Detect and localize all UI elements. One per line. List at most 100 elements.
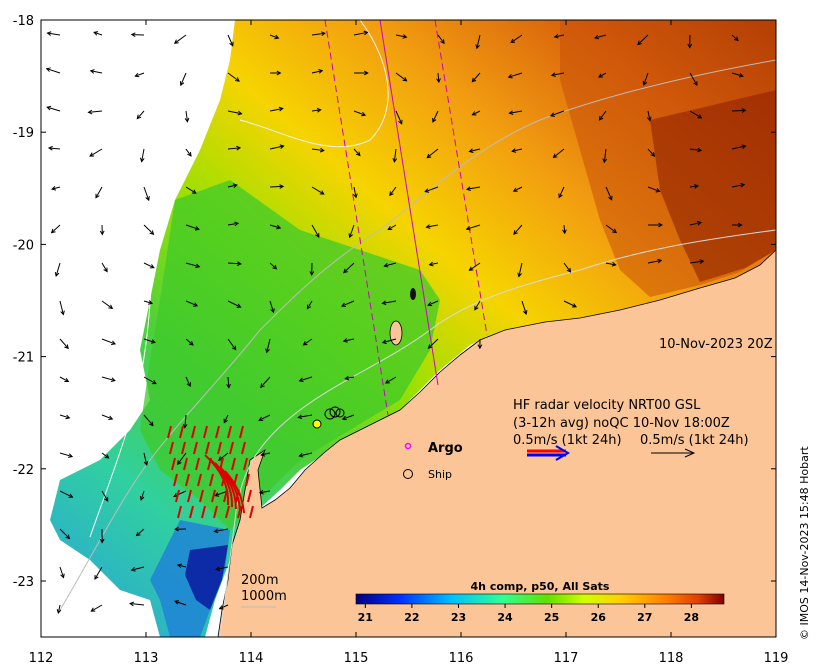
- contour-200m: [219, 229, 776, 637]
- current-arrow: [93, 31, 103, 36]
- current-arrow: [298, 414, 313, 418]
- lat-tick-label: -21: [13, 351, 34, 366]
- current-arrow: [353, 31, 368, 36]
- current-arrow: [223, 414, 229, 423]
- current-arrow-head: [265, 348, 270, 354]
- ship-marker: [324, 408, 336, 420]
- scale-label-right: 0.5m/s (1kt 24h): [640, 433, 749, 448]
- scale-arrow-red-blue: [527, 445, 570, 461]
- radar-vector: [187, 489, 192, 503]
- hf-radar-vectors: [167, 425, 254, 519]
- current-arrow-head: [468, 266, 474, 271]
- current-arrow-head: [474, 305, 479, 311]
- radar-vector: [239, 425, 244, 439]
- current-arrow-head: [110, 377, 116, 382]
- lon-tick-label: 112: [29, 651, 54, 666]
- current-arrow: [647, 186, 660, 192]
- radar-vector: [171, 457, 176, 471]
- current-arrow: [385, 376, 397, 384]
- current-arrow: [689, 260, 704, 264]
- radar-arc: [224, 470, 245, 514]
- current-arrow: [395, 72, 407, 82]
- colorbar-tick-label: 27: [637, 611, 652, 624]
- current-arrow: [227, 338, 237, 350]
- current-arrow-head: [272, 264, 278, 270]
- current-arrow: [174, 600, 187, 606]
- lat-tick-label: -22: [13, 463, 34, 478]
- current-arrow-head: [646, 116, 652, 122]
- current-arrow: [382, 300, 397, 304]
- current-arrow: [395, 34, 407, 38]
- current-arrow: [550, 110, 565, 117]
- radar-arc: [204, 454, 230, 506]
- swath-line-3: [434, 20, 488, 336]
- current-arrow-head: [475, 44, 480, 50]
- current-arrow-head: [562, 229, 567, 235]
- current-arrow-head: [89, 152, 95, 157]
- current-arrow: [647, 148, 655, 157]
- current-arrow-head: [89, 69, 95, 74]
- radar-vector: [215, 425, 220, 439]
- colorbar-gradient: [355, 593, 725, 605]
- current-arrow-head: [108, 415, 114, 420]
- current-arrow-head: [279, 144, 285, 150]
- current-arrow: [466, 224, 481, 230]
- current-arrow-head: [236, 303, 242, 308]
- current-arrow-head: [510, 38, 516, 44]
- current-arrow-head: [151, 379, 157, 385]
- current-arrow: [101, 376, 115, 382]
- lon-tick-label: 119: [764, 651, 789, 666]
- current-arrow-head: [513, 230, 518, 235]
- current-arrow: [143, 452, 148, 466]
- current-arrow: [393, 148, 397, 162]
- current-arrow: [389, 186, 397, 196]
- current-arrow: [311, 186, 325, 195]
- current-arrow: [59, 490, 73, 498]
- latitude-axis: -18 -19 -20 -21 -22 -23: [13, 14, 776, 590]
- current-arrow-head: [237, 110, 243, 116]
- current-arrow: [384, 262, 397, 267]
- colorbar-title: 4h comp, p50, All Sats: [471, 580, 610, 593]
- current-arrow-head: [134, 72, 140, 78]
- radar-vector: [175, 489, 180, 503]
- current-arrow: [518, 262, 523, 277]
- current-arrow: [47, 32, 61, 36]
- current-arrow-head: [699, 259, 705, 264]
- current-arrow: [598, 72, 607, 78]
- current-arrow: [603, 148, 607, 163]
- current-arrow: [101, 338, 116, 345]
- current-arrow-head: [130, 567, 136, 572]
- current-arrow: [472, 110, 481, 116]
- current-arrow: [427, 300, 439, 306]
- radar-vector: [249, 505, 254, 519]
- current-arrow: [59, 338, 69, 349]
- current-arrow: [227, 376, 230, 388]
- current-arrow: [512, 148, 523, 152]
- current-arrow-head: [381, 339, 387, 345]
- current-arrow-head: [424, 188, 430, 193]
- current-arrow: [466, 186, 481, 190]
- current-arrow-head: [315, 232, 320, 238]
- colorbar-ticks: 21 22 23 24 25 26 27 28: [358, 604, 699, 624]
- current-arrow: [59, 528, 70, 539]
- current-arrow: [513, 186, 523, 192]
- current-arrow-head: [693, 81, 698, 86]
- current-arrow-head: [278, 106, 284, 112]
- radar-vector: [213, 505, 218, 519]
- current-arrow: [214, 528, 229, 533]
- current-arrow: [476, 34, 481, 49]
- current-arrow-head: [186, 382, 191, 388]
- current-arrow-head: [149, 230, 155, 236]
- current-arrow: [605, 262, 616, 266]
- current-arrow-head: [129, 601, 134, 607]
- current-arrow: [731, 72, 744, 77]
- radar-vector: [227, 425, 232, 439]
- radar-vector: [177, 505, 182, 519]
- current-arrow-head: [552, 153, 558, 159]
- current-arrow: [563, 262, 571, 273]
- current-arrow-head: [741, 108, 747, 113]
- current-arrow: [643, 72, 649, 86]
- current-arrow: [177, 452, 187, 465]
- current-arrow: [311, 32, 326, 36]
- current-arrow: [563, 300, 577, 308]
